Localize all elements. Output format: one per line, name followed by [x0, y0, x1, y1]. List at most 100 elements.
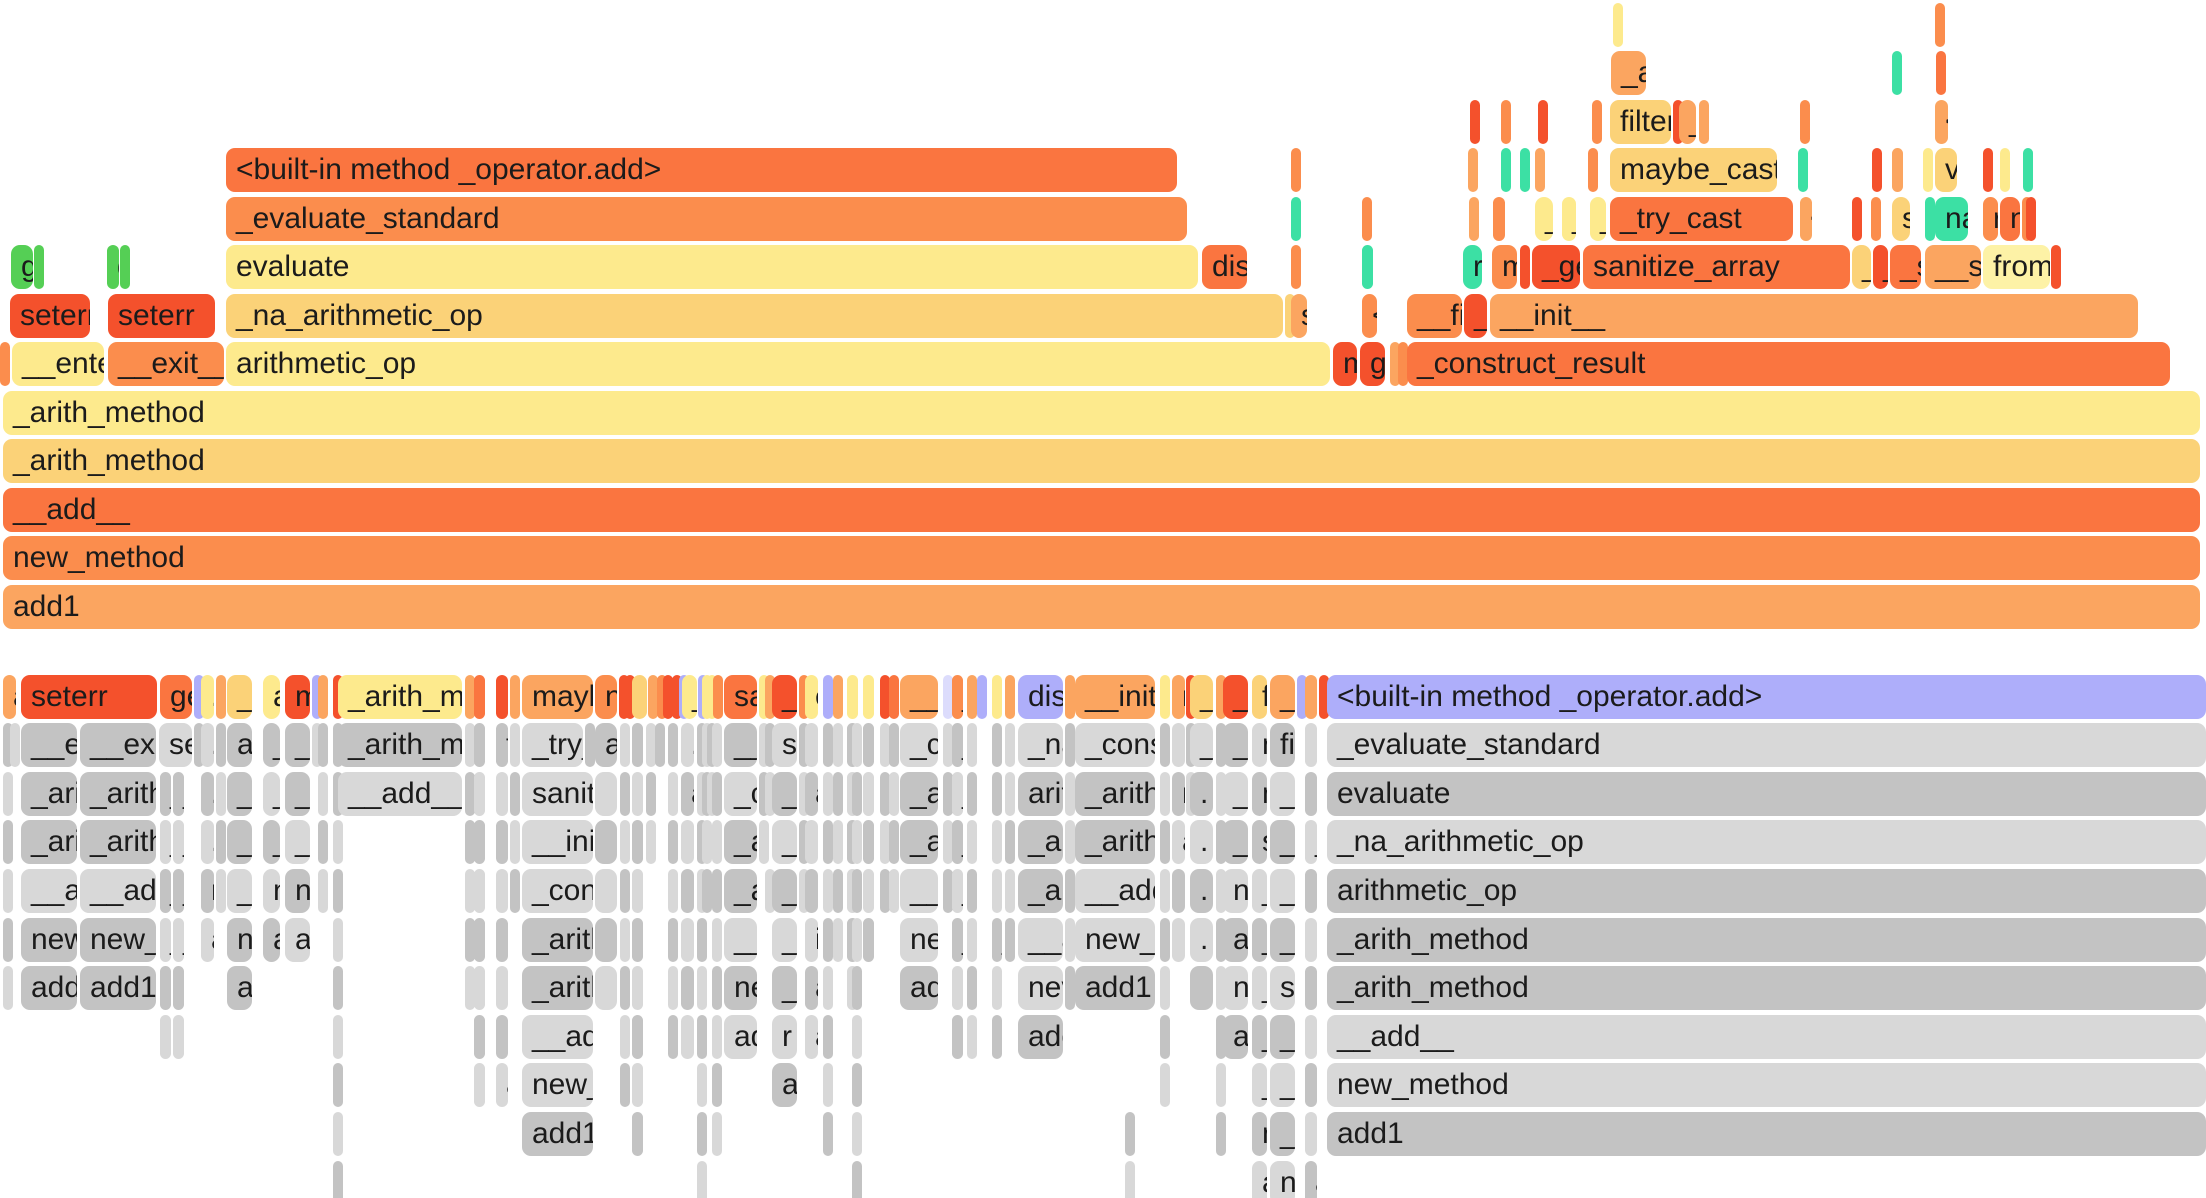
- frame-r[interactable]: r: [201, 869, 214, 913]
- frame-_[interactable]: _: [682, 675, 697, 719]
- frame-a[interactable]: a: [805, 966, 818, 1010]
- frame-i[interactable]: i: [967, 675, 977, 719]
- frame-_[interactable]: _: [1270, 772, 1295, 816]
- frame-_[interactable]: _: [1873, 245, 1888, 289]
- frame-i[interactable]: i: [805, 918, 818, 962]
- frame-__[interactable]: __: [1223, 820, 1248, 864]
- frame[interactable]: [1216, 966, 1226, 1010]
- frame[interactable]: [2023, 148, 2033, 192]
- frame-.[interactable]: .: [1305, 1015, 1317, 1059]
- frame[interactable]: [1852, 197, 1862, 241]
- frame-_ar[interactable]: _ar: [900, 772, 938, 816]
- frame[interactable]: [1216, 772, 1226, 816]
- frame-a[interactable]: a: [772, 1063, 797, 1107]
- frame-m[interactable]: m: [1333, 342, 1357, 386]
- frame-_[interactable]: _: [772, 772, 797, 816]
- frame-a[interactable]: a: [992, 1015, 1002, 1059]
- frame[interactable]: [646, 723, 656, 767]
- frame-a[interactable]: a: [805, 1015, 818, 1059]
- frame-ad[interactable]: ad: [1223, 918, 1248, 962]
- frame-__add__[interactable]: __add__: [3, 488, 2200, 532]
- frame-n[interactable]: n: [263, 869, 280, 913]
- frame[interactable]: [668, 1015, 678, 1059]
- frame-_arith_[interactable]: _arith_: [1075, 772, 1155, 816]
- frame-_[interactable]: _: [772, 918, 797, 962]
- frame-_arith_[interactable]: _arith_: [80, 772, 156, 816]
- frame[interactable]: [1291, 245, 1301, 289]
- frame-sa[interactable]: sa: [724, 675, 757, 719]
- frame[interactable]: [799, 723, 809, 767]
- frame-_[interactable]: _: [1252, 918, 1267, 962]
- frame[interactable]: [1538, 100, 1548, 144]
- frame-_arith_method[interactable]: _arith_method: [1327, 966, 2206, 1010]
- frame[interactable]: [1291, 197, 1301, 241]
- frame-n[interactable]: n: [1172, 772, 1185, 816]
- frame-adc[interactable]: adc: [1018, 1015, 1063, 1059]
- frame[interactable]: [1297, 675, 1307, 719]
- frame-__init__[interactable]: __init__: [1490, 294, 2138, 338]
- frame[interactable]: [852, 820, 862, 864]
- frame-.[interactable]: .: [1190, 918, 1213, 962]
- frame[interactable]: [595, 820, 617, 864]
- frame-_arit[interactable]: _arit: [21, 820, 77, 864]
- frame-_ar[interactable]: _ar: [1018, 820, 1063, 864]
- frame-.[interactable]: .: [1190, 820, 1213, 864]
- frame-__er[interactable]: __er: [21, 723, 77, 767]
- frame[interactable]: [805, 869, 818, 913]
- frame-_[interactable]: _: [1679, 100, 1696, 144]
- frame[interactable]: [805, 820, 818, 864]
- frame[interactable]: [1216, 820, 1226, 864]
- frame-_[interactable]: _: [1190, 723, 1213, 767]
- frame[interactable]: [620, 772, 630, 816]
- frame-ne[interactable]: ne: [724, 966, 757, 1010]
- frame-fi[interactable]: fi: [1270, 723, 1295, 767]
- frame-add1[interactable]: add1: [80, 966, 156, 1010]
- frame[interactable]: [863, 723, 874, 767]
- frame[interactable]: [646, 820, 656, 864]
- frame-disp[interactable]: disp: [1018, 675, 1063, 719]
- frame-.[interactable]: .: [889, 723, 899, 767]
- frame[interactable]: [1390, 342, 1400, 386]
- frame[interactable]: [510, 869, 520, 913]
- frame-_a[interactable]: _a: [1223, 772, 1248, 816]
- frame[interactable]: [1216, 723, 1226, 767]
- frame[interactable]: [1160, 1063, 1170, 1107]
- frame-add1[interactable]: add1: [3, 585, 2200, 629]
- frame[interactable]: [1216, 869, 1226, 913]
- frame-_[interactable]: _: [1270, 918, 1295, 962]
- frame[interactable]: [765, 723, 775, 767]
- frame[interactable]: [681, 869, 694, 913]
- frame[interactable]: [823, 1063, 833, 1107]
- frame-.[interactable]: .: [474, 869, 485, 913]
- frame-nev[interactable]: nev: [900, 918, 938, 962]
- frame[interactable]: [668, 918, 678, 962]
- frame-va[interactable]: va: [1935, 148, 1957, 192]
- frame[interactable]: [1005, 820, 1015, 864]
- frame-a[interactable]: a: [805, 772, 818, 816]
- frame[interactable]: [823, 1015, 833, 1059]
- frame[interactable]: [1172, 918, 1185, 962]
- frame-.[interactable]: .: [201, 772, 214, 816]
- frame[interactable]: [852, 772, 862, 816]
- frame[interactable]: [632, 1112, 643, 1156]
- frame-_[interactable]: _: [952, 723, 963, 767]
- frame-_[interactable]: _: [952, 820, 963, 864]
- frame-.[interactable]: .: [880, 820, 890, 864]
- frame[interactable]: [474, 966, 485, 1010]
- frame-_arith_me[interactable]: _arith_me: [338, 675, 462, 719]
- frame[interactable]: [880, 675, 890, 719]
- frame[interactable]: [823, 723, 833, 767]
- frame[interactable]: [697, 1161, 707, 1198]
- frame[interactable]: [852, 966, 862, 1010]
- frame-r[interactable]: r: [1305, 1112, 1317, 1156]
- frame-r[interactable]: r: [318, 723, 328, 767]
- frame[interactable]: [668, 772, 678, 816]
- frame[interactable]: [759, 723, 769, 767]
- frame-new_m[interactable]: new_m: [522, 1063, 593, 1107]
- frame-_[interactable]: _: [1535, 197, 1553, 241]
- frame[interactable]: [465, 723, 475, 767]
- frame[interactable]: [967, 869, 977, 913]
- frame-_[interactable]: _: [952, 869, 963, 913]
- frame[interactable]: [852, 723, 862, 767]
- frame[interactable]: [1065, 918, 1075, 962]
